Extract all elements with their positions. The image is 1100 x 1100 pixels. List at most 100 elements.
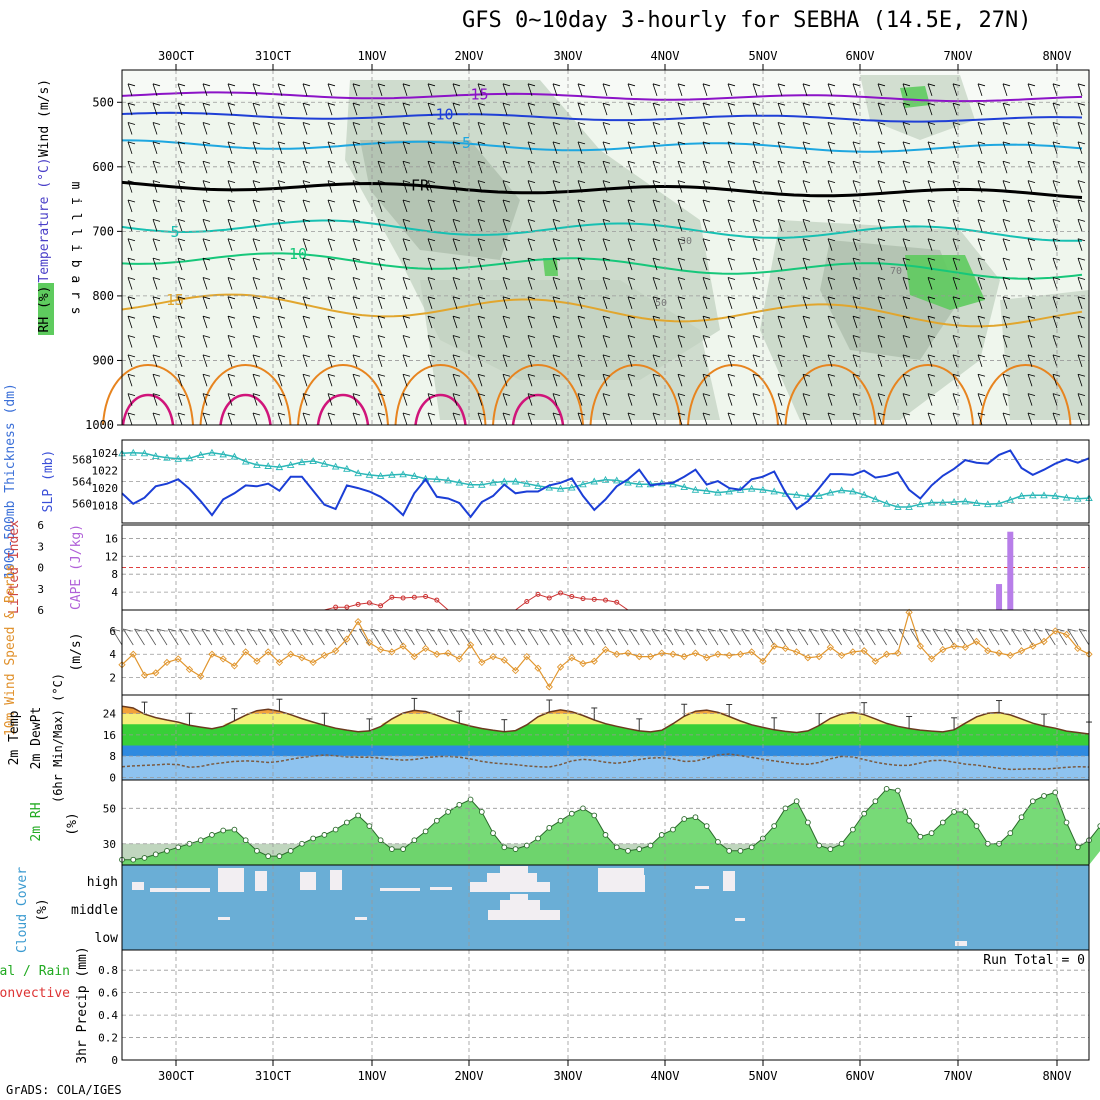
wind10m-barb bbox=[201, 628, 213, 646]
time-label-top: 2NOV bbox=[455, 49, 484, 63]
wind-barb bbox=[1077, 257, 1086, 261]
wind-barb bbox=[202, 393, 208, 406]
thickness-point bbox=[927, 498, 936, 506]
wind-speed-point bbox=[275, 658, 284, 667]
wind-barb bbox=[377, 393, 386, 397]
wind-barb bbox=[877, 393, 886, 397]
wind-barb bbox=[477, 335, 483, 348]
wind-tick: 6 bbox=[109, 625, 116, 638]
wind-barb bbox=[1027, 180, 1036, 184]
wind-barb bbox=[477, 122, 483, 135]
wind10m-barb bbox=[685, 628, 694, 632]
wind-barb bbox=[177, 83, 186, 87]
wind-barb bbox=[227, 103, 233, 116]
wind-barb bbox=[927, 412, 933, 426]
wind-speed-point bbox=[511, 666, 520, 675]
wind-barb bbox=[777, 180, 786, 184]
wind-barb bbox=[677, 315, 686, 319]
wind-barb bbox=[727, 335, 733, 348]
wind-barb bbox=[577, 122, 583, 135]
wind-barb bbox=[927, 393, 933, 406]
wind-barb bbox=[502, 316, 508, 329]
wind-barb bbox=[652, 315, 661, 319]
wind-barb bbox=[352, 393, 361, 397]
lifted-index-point bbox=[434, 597, 440, 603]
wind-barb bbox=[152, 335, 158, 348]
wind10m-barb bbox=[303, 628, 312, 632]
wind-barb bbox=[1002, 296, 1008, 309]
wind-barb bbox=[777, 335, 783, 348]
wind-barb bbox=[377, 160, 386, 164]
wind-barb bbox=[702, 296, 711, 300]
wind-barb bbox=[1002, 102, 1011, 106]
wind-barb bbox=[477, 374, 483, 387]
wind-barb bbox=[727, 219, 733, 232]
wind-barb bbox=[427, 180, 436, 184]
wind-barb bbox=[927, 412, 936, 416]
slp-tick-label: 1024 bbox=[92, 447, 119, 460]
cape-tick: 8 bbox=[111, 568, 118, 581]
wind-barb bbox=[1027, 219, 1033, 232]
wind10m-barb bbox=[404, 628, 415, 646]
wind-barb bbox=[727, 160, 736, 164]
wind-barb bbox=[652, 374, 658, 387]
rh2m-point bbox=[389, 846, 395, 852]
wind-barb bbox=[402, 219, 408, 232]
wind-barb bbox=[402, 161, 408, 174]
wind-speed-point bbox=[613, 650, 621, 658]
wind-barb bbox=[877, 373, 886, 377]
wind-barb bbox=[202, 83, 208, 96]
wind-barb bbox=[852, 257, 861, 261]
wind-barb bbox=[652, 277, 661, 280]
wind-barb bbox=[827, 238, 836, 242]
wind-barb bbox=[802, 141, 811, 145]
wind-barb bbox=[1077, 199, 1083, 213]
wind-barb bbox=[802, 296, 811, 300]
wind-barb bbox=[702, 374, 708, 387]
wind-barb bbox=[852, 199, 858, 213]
wind-barb bbox=[277, 335, 286, 338]
wind-barb bbox=[327, 180, 333, 193]
wind-barb bbox=[402, 277, 408, 290]
wind-speed-point bbox=[354, 618, 362, 626]
wind-barb bbox=[502, 257, 511, 261]
time-label-top: 30OCT bbox=[158, 49, 194, 63]
wind-barb bbox=[702, 122, 708, 135]
legend-convective: Convective bbox=[0, 986, 70, 1001]
wind-barb bbox=[427, 277, 433, 290]
wind-barb bbox=[902, 277, 911, 280]
wind10m-barb bbox=[1067, 628, 1079, 646]
wind-barb bbox=[227, 373, 236, 377]
wind-barb bbox=[302, 316, 308, 329]
wind-barb bbox=[702, 277, 708, 290]
footer-credit: GrADS: COLA/IGES bbox=[6, 1083, 122, 1097]
wind-barb bbox=[327, 102, 336, 106]
cloud-cell bbox=[218, 868, 244, 892]
wind-barb bbox=[152, 141, 161, 145]
wind-barb bbox=[977, 141, 986, 145]
wind10m-barb bbox=[246, 628, 256, 632]
cloud-cell bbox=[598, 868, 644, 892]
wind-barb bbox=[302, 296, 308, 309]
wind-barb bbox=[402, 354, 408, 368]
wind-barb bbox=[952, 238, 958, 251]
wind10m-barb bbox=[606, 628, 618, 646]
wind-barb bbox=[127, 315, 136, 319]
wind-speed-point bbox=[894, 649, 902, 657]
wind-barb bbox=[277, 160, 286, 164]
wind-barb bbox=[602, 354, 611, 358]
wind10m-barb bbox=[426, 628, 438, 646]
wind-barb bbox=[552, 257, 561, 261]
slp-tick-label: 1018 bbox=[92, 500, 119, 513]
wind-barb bbox=[777, 160, 786, 164]
wind-barb bbox=[1052, 412, 1061, 416]
wind-speed-point bbox=[972, 637, 981, 646]
wind-barb bbox=[152, 257, 158, 271]
wind-barb bbox=[502, 161, 508, 174]
wind-barb bbox=[502, 83, 508, 96]
wind10m-barb bbox=[662, 628, 672, 632]
wind-barb bbox=[1077, 83, 1083, 96]
thickness-point bbox=[264, 462, 272, 469]
wind-barb bbox=[302, 238, 308, 251]
lifted-index-tick: 3 bbox=[37, 583, 44, 596]
